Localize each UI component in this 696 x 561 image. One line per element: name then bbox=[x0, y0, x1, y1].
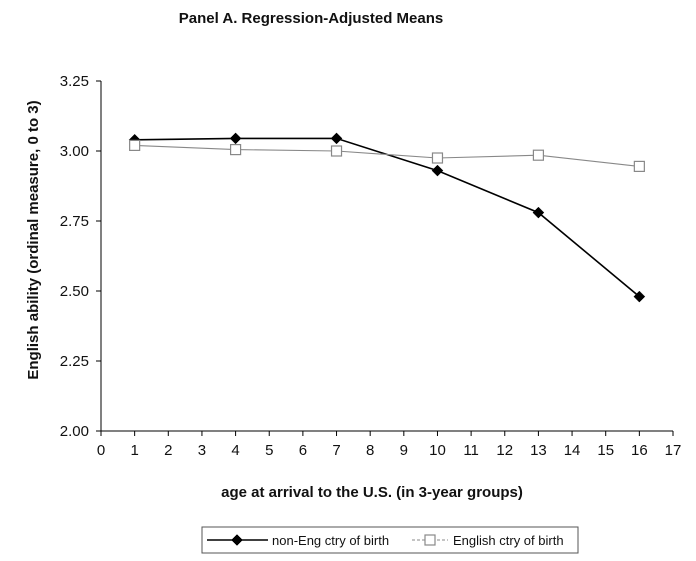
legend-label: English ctry of birth bbox=[453, 533, 564, 548]
x-tick-label: 6 bbox=[299, 442, 307, 459]
series-english bbox=[129, 139, 645, 172]
x-tick-label: 16 bbox=[631, 442, 648, 459]
x-tick-label: 11 bbox=[463, 442, 479, 459]
legend-label: non-Eng ctry of birth bbox=[272, 533, 389, 548]
data-point bbox=[330, 132, 343, 145]
x-tick-label: 13 bbox=[530, 442, 547, 459]
legend-marker bbox=[231, 534, 243, 546]
x-tick-label: 3 bbox=[198, 442, 206, 459]
y-tick-label: 2.75 bbox=[60, 213, 89, 230]
y-tick-label: 3.25 bbox=[60, 73, 89, 90]
y-tick-label: 2.00 bbox=[60, 423, 89, 440]
data-point bbox=[330, 145, 343, 157]
x-tick-label: 12 bbox=[496, 442, 513, 459]
x-tick-label: 1 bbox=[130, 442, 138, 459]
chart-title: Panel A. Regression-Adjusted Means bbox=[179, 10, 444, 27]
legend: non-Eng ctry of birth English ctry of bir… bbox=[201, 526, 579, 554]
plot-area bbox=[128, 132, 646, 303]
data-point bbox=[532, 149, 545, 161]
x-tick-label: 8 bbox=[366, 442, 374, 459]
y-axis: 3.25 3.00 2.75 2.50 2.25 2.00 bbox=[60, 73, 102, 440]
x-axis: 0 1 2 3 4 5 6 7 8 9 10 11 12 13 14 15 16 17 bbox=[97, 430, 682, 459]
y-tick-label: 2.25 bbox=[60, 353, 89, 370]
y-tick-label: 2.50 bbox=[60, 283, 89, 300]
x-tick-label: 14 bbox=[564, 442, 581, 459]
data-point bbox=[229, 132, 242, 145]
data-point bbox=[431, 152, 444, 164]
data-point bbox=[229, 144, 242, 156]
series-line bbox=[134, 144, 640, 167]
x-tick-label: 10 bbox=[429, 442, 446, 459]
x-tick-label: 0 bbox=[97, 442, 105, 459]
x-tick-label: 9 bbox=[400, 442, 408, 459]
y-axis-title: English ability (ordinal measure, 0 to 3… bbox=[25, 100, 42, 379]
x-axis-title: age at arrival to the U.S. (in 3-year gr… bbox=[221, 484, 523, 501]
x-tick-label: 7 bbox=[332, 442, 340, 459]
x-tick-label: 5 bbox=[265, 442, 273, 459]
data-point bbox=[633, 290, 646, 303]
x-tick-label: 15 bbox=[597, 442, 614, 459]
x-tick-label: 2 bbox=[164, 442, 172, 459]
data-point bbox=[633, 160, 645, 172]
data-point bbox=[129, 139, 141, 151]
y-tick-label: 3.00 bbox=[60, 143, 89, 160]
data-point bbox=[532, 206, 545, 219]
x-tick-label: 4 bbox=[231, 442, 239, 459]
series-line bbox=[134, 137, 640, 298]
data-point bbox=[431, 164, 444, 177]
legend-marker bbox=[424, 534, 436, 546]
x-tick-label: 17 bbox=[665, 442, 682, 459]
